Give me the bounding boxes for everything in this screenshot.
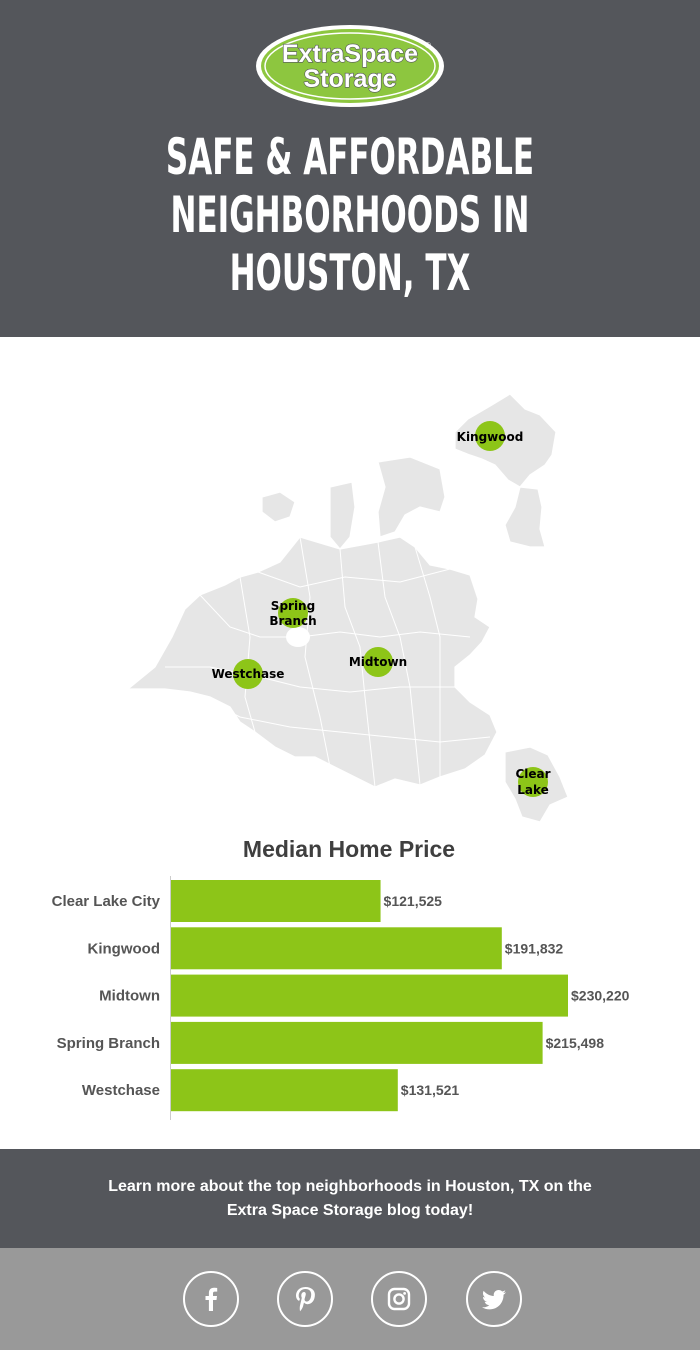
facebook-button[interactable] [183,1271,239,1327]
extra-space-storage-logo[interactable]: ExtraSpace Storage ® [255,24,445,108]
value-label: $131,521 [401,1082,460,1098]
title-line-1: SAFE & AFFORDABLE [165,128,535,186]
marker-label: Kingwood [457,430,524,444]
map-marker-kingwood[interactable]: Kingwood [457,421,524,451]
houston-map: Kingwood Spring Branch Westchase Midtown… [126,393,569,823]
marker-label: Westchase [212,667,285,681]
pinterest-icon [296,1287,315,1312]
bar-westchase [171,1069,398,1112]
map-region-north [377,456,446,538]
map-region-kingwood [454,393,557,488]
page-title: SAFE & AFFORDABLE NEIGHBORHOODS IN HOUST… [133,128,567,302]
map-marker-westchase[interactable]: Westchase [212,659,285,689]
twitter-icon [482,1290,506,1310]
cta-text[interactable]: Learn more about the top neighborhoods i… [90,1175,610,1223]
category-label: Spring Branch [57,1035,160,1052]
instagram-button[interactable] [371,1271,427,1327]
value-label: $191,832 [505,940,564,956]
category-label: Westchase [82,1082,160,1099]
social-bar [0,1248,700,1350]
twitter-button[interactable] [466,1271,522,1327]
title-line-3: HOUSTON, TX [229,244,471,302]
bar-kingwood [171,927,502,970]
category-label: Midtown [99,988,160,1005]
category-label: Clear Lake City [52,893,161,910]
logo-line-1: ExtraSpace [282,40,418,68]
map-region-north-ext [504,486,546,548]
marker-label: Clear [515,767,550,781]
value-label: $230,220 [571,988,630,1004]
map-marker-midtown[interactable]: Midtown [349,647,407,677]
value-label: $121,525 [384,893,443,909]
marker-label: Midtown [349,655,407,669]
value-label: $215,498 [546,1035,605,1051]
pinterest-button[interactable] [277,1271,333,1327]
map-region-northwest [261,491,296,523]
marker-label: Branch [269,614,316,628]
bar-midtown [171,974,568,1017]
median-home-price-chart: Median Home Price Clear Lake City $121,52… [52,836,630,1120]
marker-label: Lake [517,783,549,797]
facebook-icon [205,1287,218,1311]
marker-label: Spring [271,599,315,613]
cta-line-1: Learn more about the top neighborhoods i… [108,1178,592,1195]
chart-bars: Clear Lake City $121,525 Kingwood $191,832 M… [52,880,630,1112]
map-marker-clear-lake[interactable]: Clear Lake [515,767,551,797]
map-region-main [126,536,498,788]
header: ExtraSpace Storage ® SAFE & AFFORDABLE N… [0,0,700,337]
instagram-icon [387,1287,411,1311]
bar-spring-branch [171,1021,543,1064]
logo-line-2: Storage [303,65,396,93]
bar-clear-lake-city [171,880,381,922]
cta-banner: Learn more about the top neighborhoods i… [0,1149,700,1248]
map-marker-spring-branch[interactable]: Spring Branch [269,598,317,628]
registered-mark: ® [425,41,431,50]
chart-title: Median Home Price [243,836,455,862]
map-regions [126,393,569,823]
map-region-nw-strip [329,481,356,550]
title-line-2: NEIGHBORHOODS IN [170,186,530,244]
cta-line-2: Extra Space Storage blog today! [226,1202,474,1219]
category-label: Kingwood [88,940,160,957]
